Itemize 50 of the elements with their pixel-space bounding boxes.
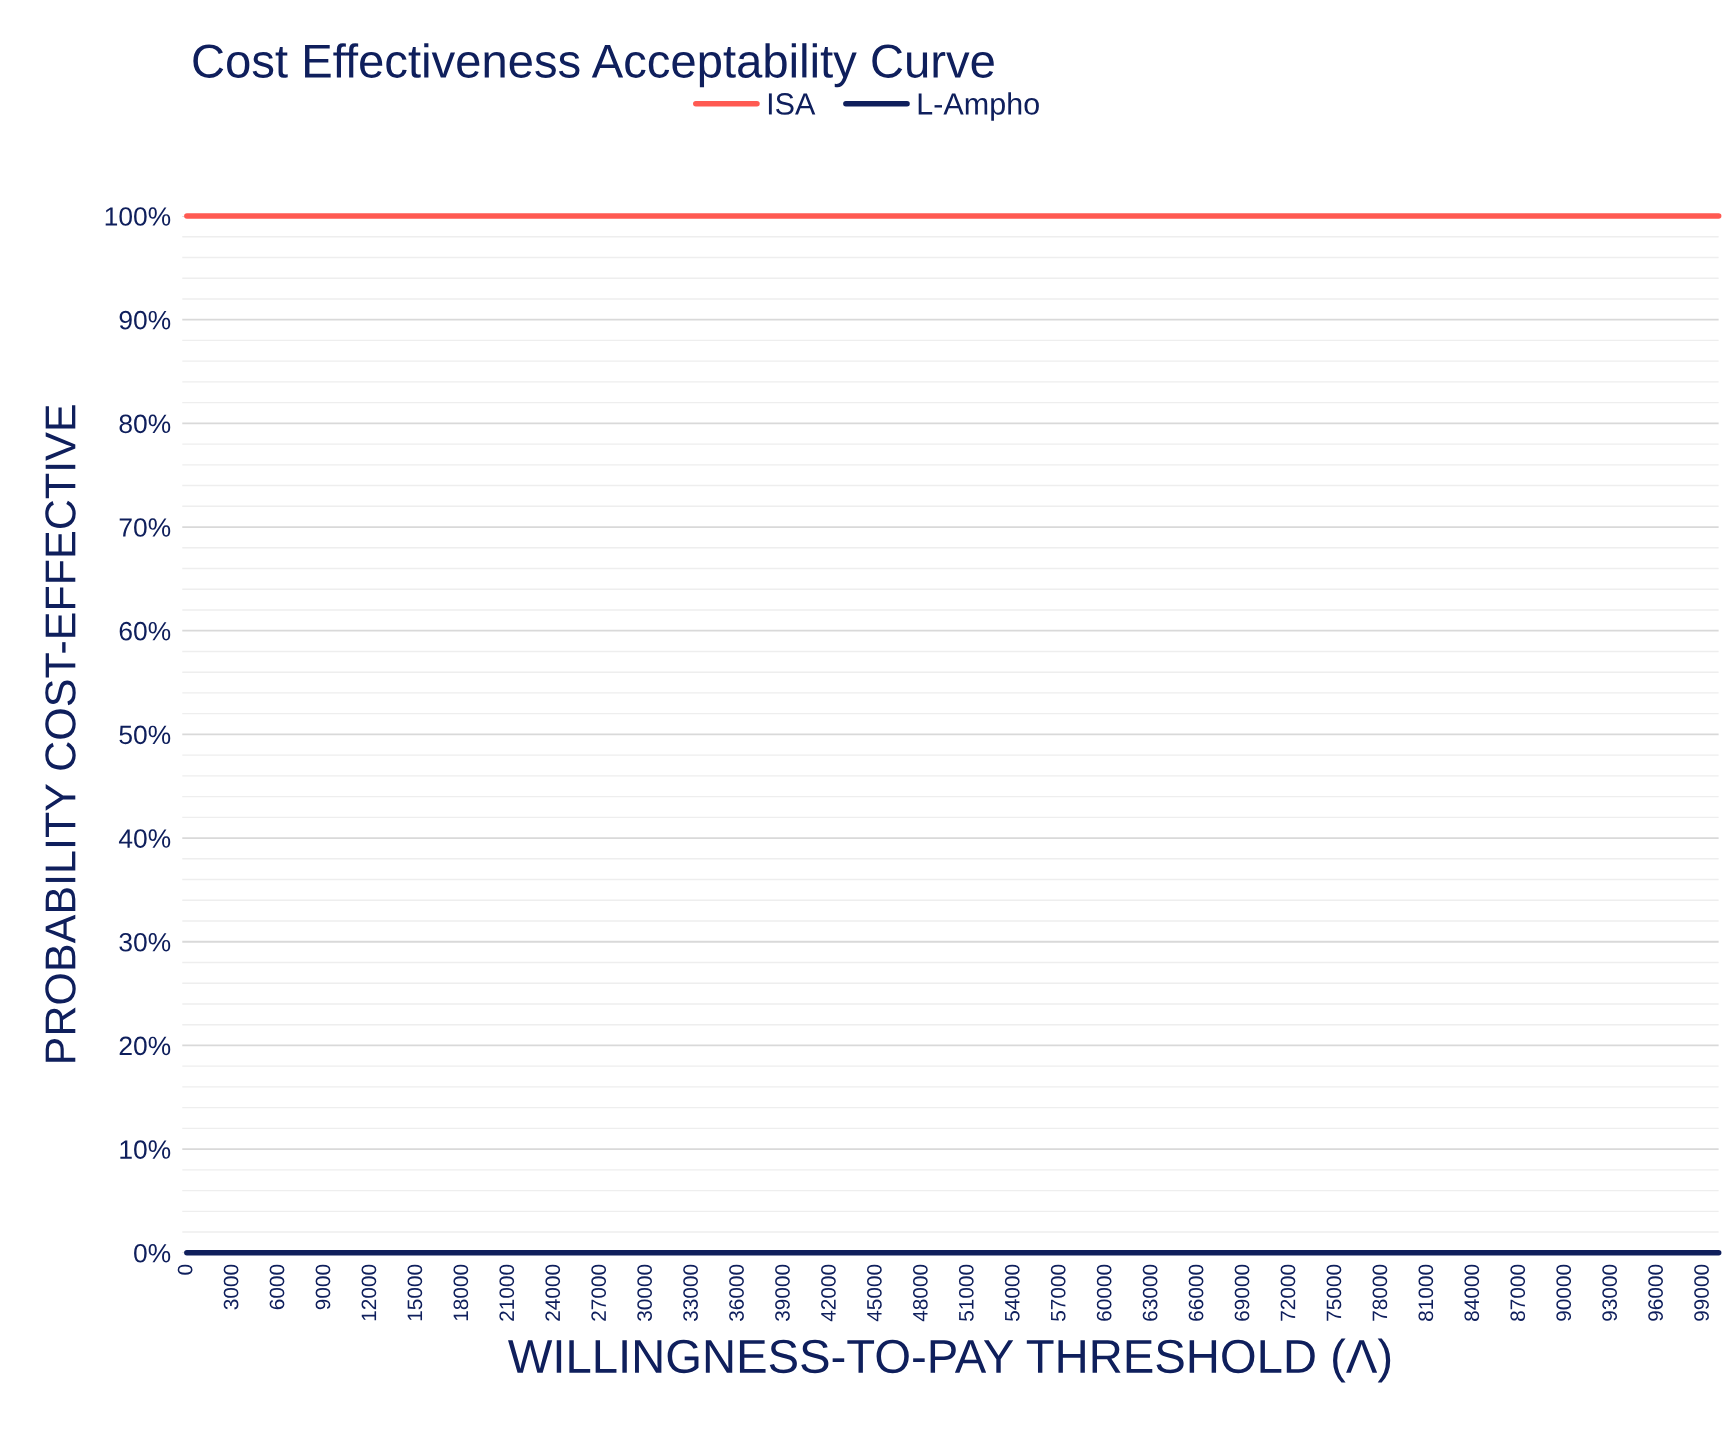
x-tick-label: 90000 — [1556, 1264, 1572, 1321]
y-tick-label: 30% — [119, 932, 171, 952]
x-tick-label: 81000 — [1418, 1264, 1434, 1321]
x-tick-label: 51000 — [958, 1264, 974, 1321]
x-tick-label: 96000 — [1648, 1264, 1663, 1321]
x-tick-label: 27000 — [591, 1264, 607, 1321]
x-tick-label: 93000 — [1602, 1264, 1618, 1321]
x-tick-label: 21000 — [499, 1264, 515, 1321]
x-tick-label: 48000 — [912, 1264, 928, 1322]
x-tick-label: 42000 — [821, 1264, 836, 1322]
y-tick-label: 70% — [119, 518, 171, 537]
x-tick-label: 57000 — [1050, 1264, 1066, 1321]
y-tick-label: 10% — [120, 1140, 171, 1159]
x-tick-label: 18000 — [453, 1264, 469, 1321]
y-tick-label: 50% — [119, 725, 171, 745]
chart-title: Cost Effectiveness Acceptability Curve — [193, 43, 994, 88]
legend-label: ISA — [768, 93, 816, 115]
y-tick-label: 20% — [119, 1036, 171, 1056]
x-tick-label: 66000 — [1188, 1264, 1204, 1321]
x-tick-label: 69000 — [1234, 1264, 1250, 1321]
x-tick-label: 33000 — [683, 1264, 698, 1322]
x-tick-label: 24000 — [545, 1264, 561, 1321]
x-tick-label: 0 — [177, 1264, 193, 1275]
y-tick-label: 100% — [105, 207, 171, 226]
x-tick-label: 99000 — [1694, 1264, 1709, 1321]
y-tick-label: 0% — [134, 1243, 171, 1263]
x-tick-label: 75000 — [1326, 1264, 1342, 1321]
x-tick-label: 15000 — [407, 1264, 423, 1321]
legend-label: L-Ampho — [918, 92, 1039, 121]
x-tick-label: 9000 — [315, 1264, 331, 1310]
x-tick-label: 63000 — [1142, 1264, 1158, 1321]
x-axis-title: WILLINGNESS-TO-PAY THRESHOLD (Λ) — [508, 1338, 1391, 1383]
x-tick-label: 78000 — [1372, 1264, 1388, 1321]
y-tick-label: 80% — [119, 414, 171, 434]
x-tick-label: 72000 — [1280, 1264, 1296, 1321]
x-tick-label: 60000 — [1096, 1264, 1112, 1321]
y-tick-label: 40% — [118, 829, 171, 848]
x-tick-label: 54000 — [1004, 1264, 1020, 1321]
x-tick-label: 87000 — [1510, 1264, 1526, 1321]
x-tick-label: 12000 — [361, 1264, 377, 1321]
x-tick-label: 84000 — [1464, 1264, 1480, 1321]
x-tick-label: 45000 — [867, 1264, 882, 1322]
y-axis-title: PROBABILITY COST-EFFECTIVE — [45, 405, 76, 1062]
x-tick-label: 30000 — [637, 1264, 652, 1322]
x-tick-label: 6000 — [269, 1264, 285, 1310]
x-tick-label: 3000 — [223, 1264, 239, 1310]
y-tick-label: 60% — [119, 621, 171, 641]
x-tick-label: 36000 — [729, 1264, 744, 1322]
x-tick-label: 39000 — [775, 1264, 790, 1322]
y-tick-label: 90% — [119, 310, 171, 330]
